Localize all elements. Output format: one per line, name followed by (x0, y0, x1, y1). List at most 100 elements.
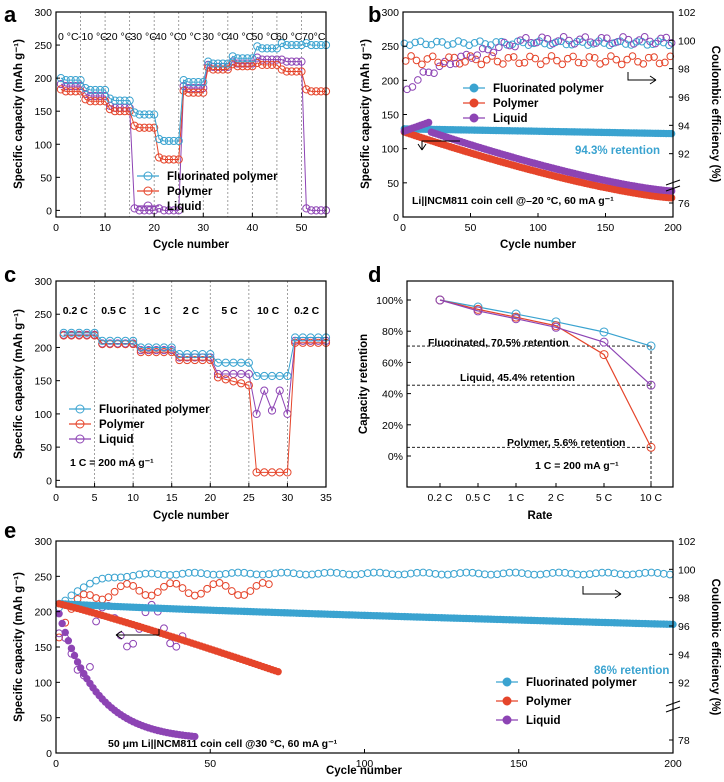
c-point-polymer (229, 377, 238, 386)
a-point-fluorinated (228, 52, 237, 61)
e-ce-fluorinated (505, 568, 514, 577)
b-ce-liquid (408, 83, 417, 91)
b-ce-polymer (650, 53, 658, 61)
a-point-fluorinated (125, 96, 134, 105)
c-ytick-label: 150 (34, 376, 52, 388)
b-ytick-label: 100 (381, 144, 399, 156)
panel-a-temperatures: 0 °C -10 °C-20 °C-30 °C-40 °C 0 °C 30 °C40 … (58, 31, 326, 43)
d-xtick-label: 10 C (640, 492, 663, 504)
a-point-fluorinated (120, 96, 129, 105)
a-point-liquid (287, 57, 296, 66)
e-ce-polymer (258, 578, 267, 587)
c-xtick-label: 0 (53, 492, 59, 504)
a-point-fluorinated (316, 40, 326, 50)
d-point-polymer (646, 442, 656, 452)
e-ce-fluorinated (604, 568, 613, 577)
e-ce-fluorinated (443, 570, 452, 579)
a-line-fluorinated (60, 42, 326, 142)
a-point-fluorinated (292, 40, 301, 50)
a-legend-marker-polymer (143, 186, 153, 196)
a-point-fluorinated (248, 54, 257, 63)
a-legend-label-fluorinated: Fluorinated polymer (167, 171, 278, 183)
a-point-fluorinated (71, 76, 80, 85)
b-ce-liquid (527, 38, 536, 47)
b-ce-fluorinated (524, 41, 533, 50)
b-ce-liquid (424, 68, 433, 77)
panel-label-d: d (368, 262, 381, 287)
e-ce-fluorinated (462, 568, 471, 577)
e-ce-fluorinated (320, 568, 329, 577)
c-legend-label-liquid: Liquid (99, 434, 134, 446)
a-point-fluorinated (267, 44, 277, 53)
e-legend-label-polymer: Polymer (526, 696, 572, 708)
a-point-fluorinated (105, 94, 115, 103)
e-ce-fluorinated (369, 568, 378, 577)
a-point-polymer (218, 65, 228, 74)
e-ytick-label: 200 (34, 607, 52, 619)
a-point-polymer (164, 155, 174, 164)
e-ce-fluorinated (653, 569, 662, 577)
e-ytick-label: 250 (34, 571, 52, 583)
c-ytick-label: 200 (34, 342, 52, 354)
e-ce-polymer (110, 587, 119, 596)
b-ce-liquid (608, 39, 617, 48)
a-point-liquid (282, 57, 291, 66)
c-point-polymer (198, 355, 207, 365)
a-temp-label: -10 °C (78, 31, 108, 43)
a-point-polymer (287, 67, 296, 76)
e-ce-polymer (153, 588, 162, 596)
c-point-polymer (267, 468, 277, 477)
a-point-fluorinated (243, 54, 252, 63)
d-ytick-label: 40% (382, 389, 403, 401)
b-ce-fluorinated (665, 41, 673, 50)
e-y2-ytick-label: 98 (678, 593, 690, 605)
e-ce-fluorinated (190, 568, 199, 577)
a-point-liquid (267, 55, 277, 64)
e-ce-fluorinated (413, 568, 421, 577)
b-ce-polymer (639, 60, 648, 68)
b-ce-polymer (644, 53, 653, 62)
a-point-polymer (125, 107, 134, 116)
e-y2-ytick-label: 92 (678, 678, 690, 690)
panel-d-label-polymer: Polymer, 5.6% retention (507, 437, 625, 449)
d-point-polymer (599, 350, 609, 360)
c-ytick-label: 250 (34, 309, 52, 321)
e-ce-fluorinated (258, 570, 267, 579)
e-capacity-liquid (191, 732, 199, 741)
a-point-polymer (150, 123, 159, 132)
e-ce-polymer (79, 590, 88, 599)
d-point-liquid (473, 306, 483, 316)
c-ytick-label: 100 (34, 409, 52, 421)
a-point-liquid (169, 206, 178, 215)
b-ce-fluorinated (454, 37, 463, 45)
e-ce-fluorinated (567, 569, 576, 578)
e-ce-fluorinated (116, 573, 125, 582)
a-point-liquid (272, 55, 282, 64)
e-ytick-label: 150 (34, 642, 52, 654)
e-ce-fluorinated (530, 570, 539, 579)
e-ce-fluorinated (468, 568, 477, 577)
panel-c-annotation: 1 C = 200 mA g⁻¹ (70, 457, 154, 469)
c-point-fluorinated (190, 349, 199, 359)
e-ce-polymer (129, 582, 138, 590)
b-xtick-label: 0 (400, 222, 406, 234)
e-ce-fluorinated (536, 570, 545, 579)
b-ce-liquid (657, 34, 665, 43)
b-ce-polymer (612, 55, 621, 64)
e-y2-ytick-label: 102 (678, 536, 696, 548)
e-ce-polymer (135, 586, 144, 595)
a-point-liquid (302, 204, 311, 213)
b-ce-liquid (446, 60, 455, 69)
c-point-fluorinated (129, 336, 138, 345)
a-point-liquid (307, 206, 316, 215)
e-ce-polymer (221, 581, 230, 590)
panel-b-legend: Fluorinated polymer Polymer Liquid (463, 83, 604, 125)
c-point-fluorinated (136, 343, 145, 352)
b-ce-liquid (543, 35, 552, 43)
c-point-polymer (59, 331, 68, 340)
e-ce-liquid (123, 642, 131, 651)
b-ce-polymer (445, 53, 453, 61)
b-ce-polymer (542, 56, 550, 65)
a-point-polymer (130, 121, 139, 130)
b-ce-polymer (574, 58, 583, 67)
